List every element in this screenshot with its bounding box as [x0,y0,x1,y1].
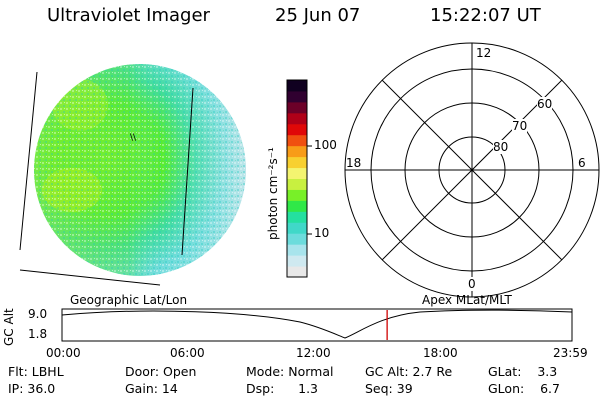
colorbar-cell [287,233,307,245]
colorbar-cell [287,112,307,125]
geographic-label: Geographic Lat/Lon [70,293,188,307]
info-flt: Flt: LBHL [8,364,64,379]
info-mode: Mode: Normal [246,364,334,379]
colorbar-cell [287,90,307,103]
info-gc-alt: GC Alt: 2.7 Re [365,364,453,379]
magnetic-label: Apex MLat/MLT [422,293,512,307]
colorbar-cell [287,211,307,223]
colorbar-cell [287,178,307,190]
info-door: Door: Open [125,364,197,379]
colorbar-cell [287,80,307,92]
earth-disk [34,64,246,276]
lat-label-80: 80 [493,140,509,154]
colorbar-cell [287,189,307,201]
time-tick-2359: 23:59 [553,346,588,360]
time-tick-0600: 06:00 [170,346,205,360]
colorbar-cell [287,167,307,179]
orbit-plot-frame [61,308,573,342]
observation-date: 25 Jun 07 [275,5,361,26]
colorbar-cell [287,101,307,114]
info-glon: GLon: 6.7 [488,381,560,396]
observation-time: 15:22:07 UT [430,5,541,26]
mlt-label-12: 12 [476,46,492,60]
info-seq: Seq: 39 [365,381,413,396]
colorbar-cell [287,156,307,169]
mlt-label-6: 6 [578,156,586,170]
orbit-ymax: 9.0 [28,307,48,321]
colorbar-cell [287,266,307,278]
altitude-curve [61,309,573,339]
colorbar-cell [287,244,307,256]
colorbar-frame [286,79,308,278]
colorbar-cell [287,145,307,158]
limb-line-left [19,71,38,251]
orbit-ymin: 1.8 [28,327,48,341]
mlt-label-18: 18 [346,156,362,170]
mlt-label-0: 0 [468,277,476,291]
colorbar-label-100: 100 [314,138,337,152]
time-tick-0000: 00:00 [46,346,81,360]
colorbar-cell [287,222,307,234]
colorbar-cell [287,200,307,212]
limb-line-bottom [19,269,161,286]
time-tick-1200: 12:00 [296,346,331,360]
info-gain: Gain: 14 [125,381,178,396]
colorbar-cell [287,134,307,147]
lat-label-60: 60 [537,97,553,111]
colorbar-label-10: 10 [314,226,330,240]
terminator-line [181,87,194,256]
colorbar-cell [287,123,307,136]
info-dsp: Dsp: 1.3 [246,381,319,396]
colorbar-scale [287,80,307,278]
pole-marker: \\ [130,133,137,143]
lat-label-70: 70 [512,119,528,133]
info-ip: IP: 36.0 [8,381,56,396]
orbit-axis-label: GC Alt [2,308,16,346]
time-tick-1800: 18:00 [423,346,458,360]
instrument-title: Ultraviolet Imager [47,5,210,26]
colorbar-cell [287,255,307,267]
polar-diagonal-2 [381,79,563,261]
info-glat: GLat: 3.3 [488,364,558,379]
